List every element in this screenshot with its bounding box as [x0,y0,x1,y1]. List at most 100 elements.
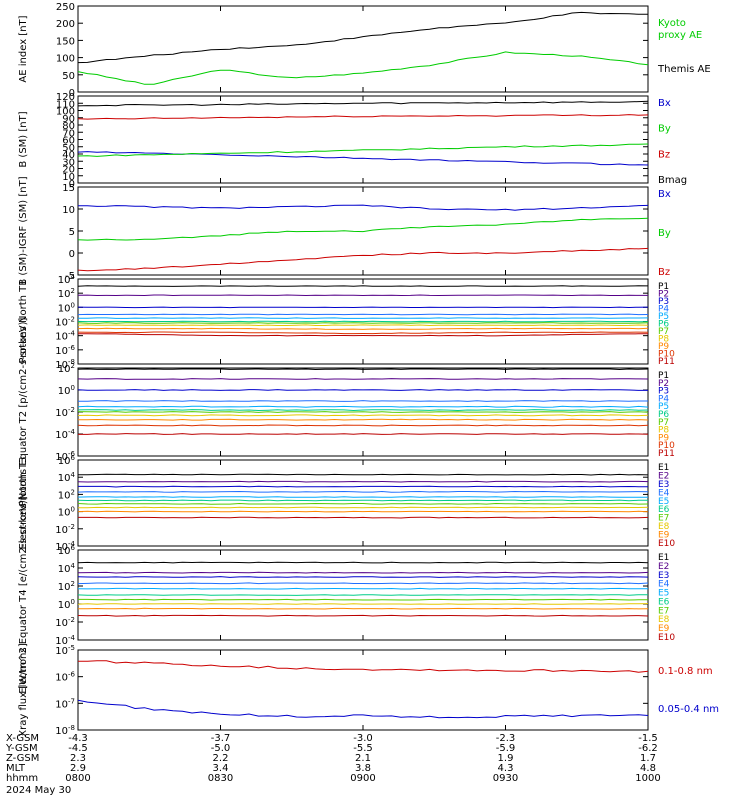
y-axis-label: Xray flux [W/m^2] [18,643,29,737]
y-tick-label: 10 [62,205,75,216]
series-line-p8 [77,414,649,417]
y-tick-label: 50 [62,143,75,154]
series-line-p4 [78,400,648,402]
series-line-p10 [77,424,649,427]
y-tick-label: 0 [69,179,75,190]
footer-value: 1.7 [640,753,656,764]
y-tick-label: 20 [62,165,75,176]
series-line-p5 [77,405,649,408]
footer-value: -1.5 [638,733,658,744]
legend-label: P8 [658,335,669,345]
footer-value: -3.7 [211,733,231,744]
series-line-bx [77,204,649,211]
legend-label: 0.1-0.8 nm [658,666,713,677]
y-tick-label: 10-8 [55,724,75,737]
footer-row-label: MLT [6,763,26,774]
y-axis-label: B (SM) [nT] [18,111,29,167]
series-line-0-1-0-8-nm [77,660,649,673]
panel-frame [77,5,649,93]
legend-label: By [658,124,671,135]
y-tick-label: 10-2 [55,523,75,536]
y-tick-label: 10-4 [55,428,75,441]
footer-row-label: Y-GSM [5,743,38,754]
panel-3: -5 0 5 10 15 B (SM)-IGRF (SM) [nT] Bx By Bz [18,176,671,285]
y-tick-label: 10-6 [55,671,75,684]
y-axis-label: Electrons Equator T4 [e/(cm2-s-sr-keV)] [18,496,29,693]
legend-label: P3 [658,297,669,307]
series-line-e6 [77,594,648,596]
legend-label: P2 [658,379,669,389]
y-tick-label: 110 [56,99,75,110]
footer-value: 0800 [65,773,90,784]
legend-label: P9 [658,433,669,443]
y-tick-label: 106 [58,454,76,467]
series-line-p6 [77,320,649,323]
series-line-by [77,217,649,241]
y-tick-label: 100 [58,506,75,519]
legend-label: P8 [658,426,669,436]
series-line-e7 [77,502,649,505]
series-line-e1 [77,561,649,564]
legend-label: P6 [658,410,669,420]
footer-value: 1000 [635,773,660,784]
legend-label: E1 [658,463,669,473]
y-axis-label: Electrons North T3 [18,456,29,549]
series-line-bx [77,151,649,166]
y-tick-label: 10-5 [55,644,75,657]
y-tick-label: 10-6 [55,344,75,357]
legend-label: P4 [658,305,669,315]
series-line-e3 [77,576,649,578]
y-axis-label: Protons Equator T2 [p/(cm2-s-sr-keV)] [18,317,29,506]
series-line-p4 [77,313,649,316]
series-line-p1 [77,368,649,371]
series-line-e10 [78,516,649,519]
series-line-e9 [78,607,649,610]
series-line-e5 [77,587,649,590]
y-tick-label: 80 [62,121,75,132]
footer-value: 4.3 [498,763,514,774]
legend-label: Bmag [658,175,687,186]
y-tick-label: 10-4 [55,540,75,553]
y-axis-label: Protons North T1 [18,279,29,363]
y-tick-label: 100 [58,598,75,611]
legend-label: P5 [658,402,669,412]
legend-label: E9 [658,531,670,541]
y-tick-label: -5 [65,271,75,282]
y-tick-label: 10 [62,172,75,183]
footer-value: 2.9 [70,763,86,774]
footer-value: 0900 [350,773,375,784]
footer-value: 2.2 [213,753,229,764]
series-line-bmag [77,100,649,107]
legend-label: E3 [658,480,669,490]
panel-8: 10-8 10-7 10-6 10-5 Xray flux [W/m^2] 0.1-0.8… [18,643,719,737]
y-axis-label: AE index [nT] [18,15,29,82]
legend-label: P4 [658,394,669,404]
series-line-p5 [78,317,649,319]
series-line-p7 [77,322,649,324]
y-tick-label: 70 [62,128,75,139]
series-line-p8 [77,324,649,327]
series-line-by [77,143,649,157]
panel-frame [77,186,649,276]
y-tick-label: 10-2 [55,316,75,329]
legend-label: E3 [658,571,669,581]
y-tick-label: 5 [69,227,75,238]
footer-value: -5.9 [496,743,516,754]
y-tick-label: 100 [56,54,75,65]
footer-value: 0930 [493,773,518,784]
legend-label: E10 [658,633,675,643]
legend-label: P10 [658,350,675,360]
y-tick-label: 10-4 [55,634,75,647]
footer-value: 3.8 [355,763,371,774]
series-line-p7 [77,411,649,413]
series-line-p2 [77,378,649,380]
footer-row-label: Z-GSM [6,753,39,764]
legend-label: P6 [658,320,669,330]
footer-value: 4.8 [640,763,656,774]
series-line-e4 [77,490,649,493]
